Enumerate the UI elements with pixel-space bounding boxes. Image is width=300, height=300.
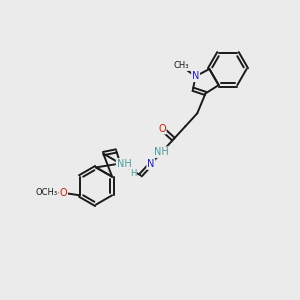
Text: O: O [158,124,166,134]
Text: N: N [192,71,199,81]
Text: H: H [130,169,136,178]
Text: N: N [147,159,155,169]
Text: NH: NH [117,159,131,169]
Text: OCH₃: OCH₃ [36,188,58,197]
Text: O: O [60,188,67,198]
Text: NH: NH [154,147,169,157]
Text: CH₃: CH₃ [173,61,189,70]
